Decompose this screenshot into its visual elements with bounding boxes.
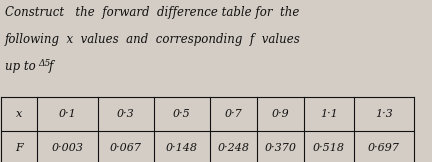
Text: x: x xyxy=(16,109,22,119)
Text: 0·9: 0·9 xyxy=(272,109,289,119)
Text: 1·3: 1·3 xyxy=(375,109,393,119)
Text: Δ5: Δ5 xyxy=(38,58,51,68)
Text: 0·3: 0·3 xyxy=(117,109,134,119)
Text: 0·5: 0·5 xyxy=(173,109,191,119)
Text: 0·1: 0·1 xyxy=(59,109,76,119)
Text: 0·248: 0·248 xyxy=(217,143,249,153)
Text: 0·7: 0·7 xyxy=(224,109,242,119)
Text: F: F xyxy=(15,143,23,153)
Text: 0·518: 0·518 xyxy=(313,143,345,153)
Text: 0·003: 0·003 xyxy=(51,143,83,153)
Text: Construct   the  forward  difference table for  the: Construct the forward difference table f… xyxy=(5,6,299,18)
Text: 0·148: 0·148 xyxy=(165,143,197,153)
Text: 0·067: 0·067 xyxy=(110,143,142,153)
Text: 0·697: 0·697 xyxy=(368,143,400,153)
Text: 0·370: 0·370 xyxy=(264,143,297,153)
Text: up to: up to xyxy=(5,60,51,73)
Text: 1·1: 1·1 xyxy=(320,109,338,119)
Text: f: f xyxy=(49,60,53,73)
Text: following  x  values  and  corresponding  f  values: following x values and corresponding f v… xyxy=(5,33,301,46)
